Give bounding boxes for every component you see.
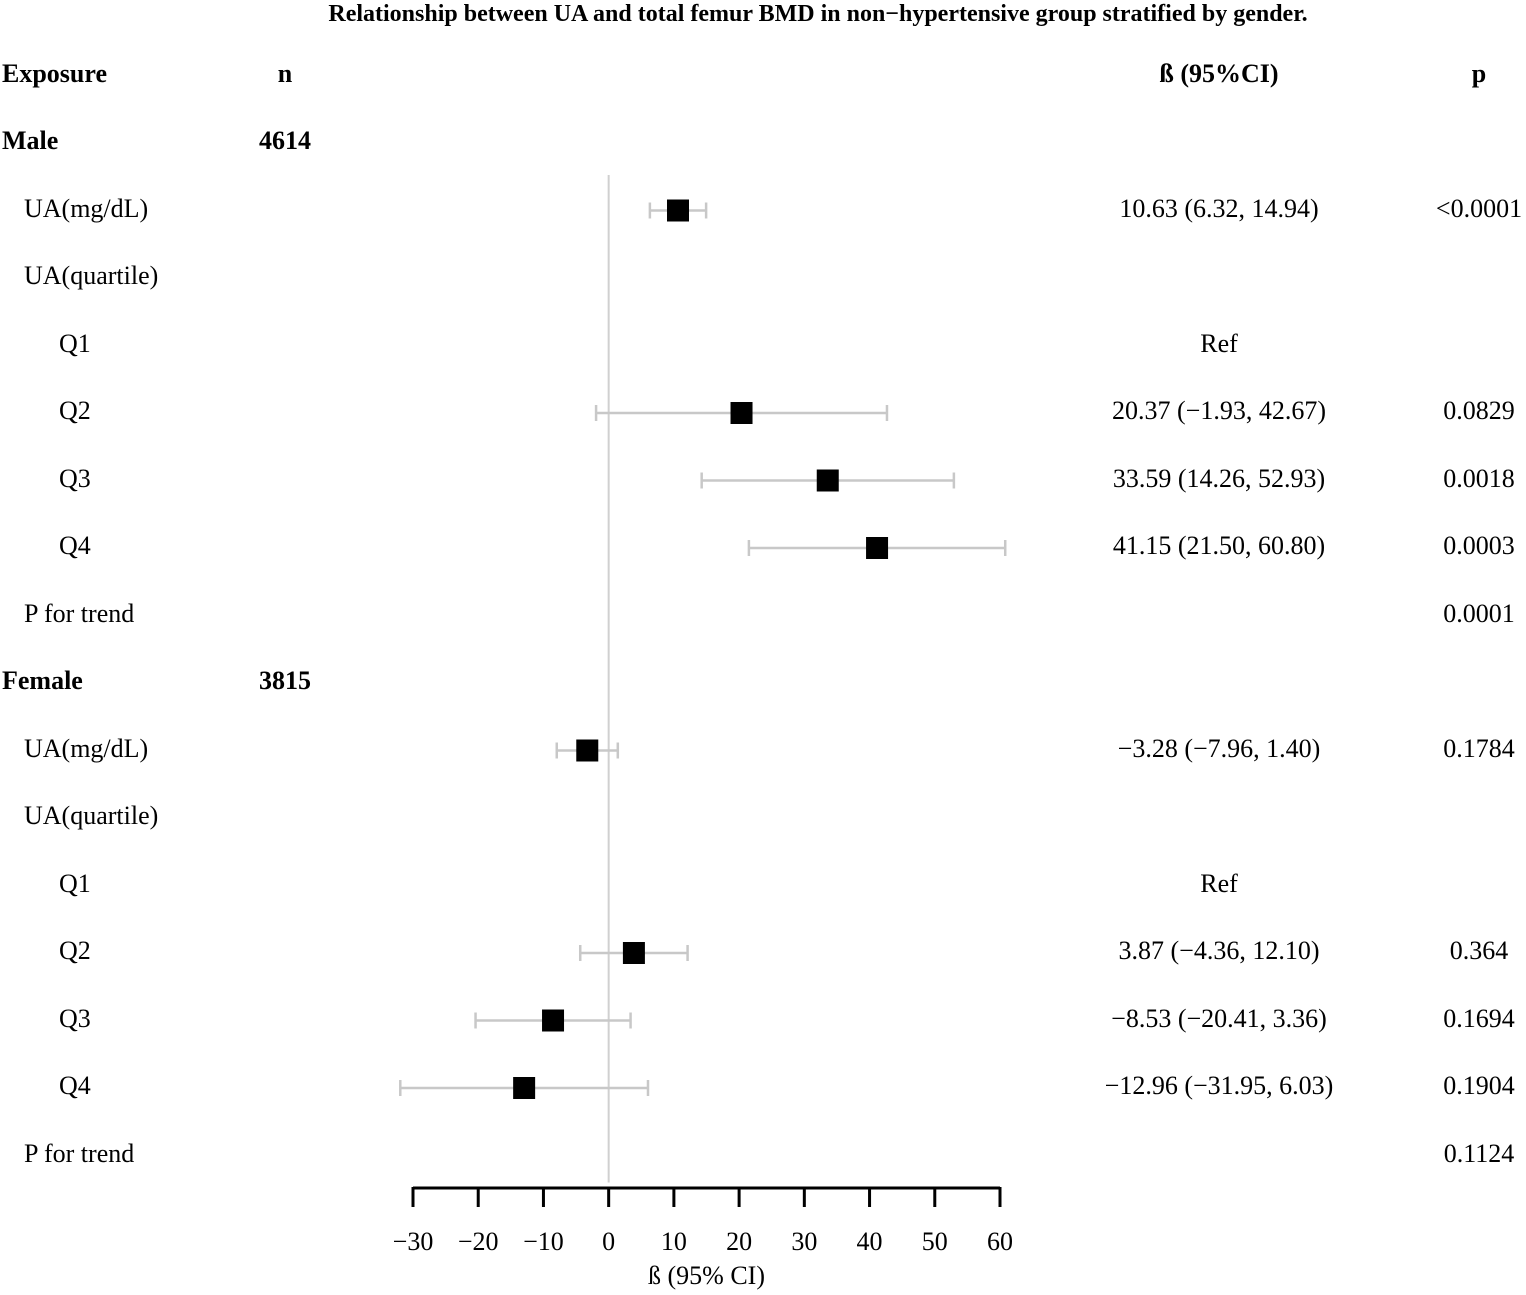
- row-p-value: 0.1904: [1443, 1071, 1515, 1100]
- ci-marker: [578, 942, 689, 964]
- row-label: Q1: [59, 328, 91, 358]
- row-beta-ci: −3.28 (−7.96, 1.40): [1117, 733, 1321, 763]
- row-p-value: 0.1124: [1443, 1138, 1515, 1168]
- row-p-value: 0.1694: [1443, 1003, 1515, 1033]
- point-estimate: [576, 739, 599, 762]
- row-label: Q3: [59, 463, 91, 493]
- row-label: Q3: [59, 1003, 91, 1033]
- x-tick-label: 10: [661, 1227, 687, 1256]
- header-exposure: Exposure: [2, 59, 107, 88]
- row-beta-ci: 33.59 (14.26, 52.93): [1112, 463, 1326, 493]
- ci-marker: [700, 469, 956, 492]
- row-beta-ci: 20.37 (−1.93, 42.67): [1112, 396, 1326, 425]
- row-beta-ci: 3.87 (−4.36, 12.10): [1118, 936, 1320, 965]
- row-label: UA(quartile): [24, 261, 159, 290]
- ci-marker: [648, 199, 708, 222]
- x-tick-label: 0: [602, 1227, 615, 1256]
- point-estimate: [513, 1077, 536, 1099]
- row-label: Male: [2, 126, 59, 155]
- row-label: Q2: [59, 396, 91, 425]
- row-beta-ci: 41.15 (21.50, 60.80): [1112, 531, 1326, 560]
- ci-marker: [555, 739, 620, 762]
- row-n: 4614: [259, 126, 311, 155]
- row-label: UA(mg/dL): [24, 733, 149, 763]
- row-p-value: 0.0001: [1443, 598, 1515, 628]
- point-estimate: [816, 469, 839, 492]
- row-beta-ci: Ref: [1200, 328, 1238, 358]
- row-label: P for trend: [24, 598, 135, 628]
- x-tick-label: 50: [922, 1227, 948, 1256]
- x-tick-label: −30: [393, 1227, 434, 1256]
- point-estimate: [622, 942, 645, 964]
- point-estimate: [866, 537, 889, 559]
- row-p-value: 0.0018: [1443, 463, 1515, 493]
- header-n: n: [277, 59, 293, 88]
- x-tick-label: −20: [458, 1227, 499, 1256]
- row-n: 3815: [259, 666, 311, 695]
- header-p: p: [1471, 59, 1487, 88]
- point-estimate: [730, 402, 753, 424]
- header-beta-ci: ß (95%CI): [1159, 59, 1279, 88]
- row-beta-ci: 10.63 (6.32, 14.94): [1119, 193, 1319, 223]
- row-p-value: 0.364: [1449, 936, 1509, 965]
- row-p-value: 0.0829: [1443, 396, 1515, 425]
- x-axis-label: ß (95% CI): [648, 1261, 765, 1290]
- ci-marker: [594, 402, 889, 424]
- row-label: UA(quartile): [24, 801, 159, 830]
- row-label: Q2: [59, 936, 91, 965]
- row-label: P for trend: [24, 1138, 135, 1168]
- row-p-value: 0.0003: [1443, 531, 1515, 560]
- x-tick-label: 60: [987, 1227, 1013, 1256]
- row-beta-ci: Ref: [1200, 868, 1238, 898]
- chart-title: Relationship between UA and total femur …: [328, 1, 1308, 27]
- x-tick-label: 40: [857, 1227, 883, 1256]
- ci-marker: [474, 1009, 632, 1032]
- x-tick-label: −10: [523, 1227, 564, 1256]
- x-tick-label: 30: [791, 1227, 817, 1256]
- row-p-value: <0.0001: [1435, 193, 1523, 223]
- row-beta-ci: −12.96 (−31.95, 6.03): [1104, 1071, 1334, 1100]
- row-label: UA(mg/dL): [24, 193, 149, 223]
- ci-marker: [747, 537, 1007, 559]
- row-beta-ci: −8.53 (−20.41, 3.36): [1111, 1003, 1327, 1033]
- point-estimate: [666, 199, 689, 222]
- row-label: Female: [2, 666, 83, 695]
- point-estimate: [542, 1009, 565, 1032]
- row-label: Q1: [59, 868, 91, 898]
- x-tick-label: 20: [726, 1227, 752, 1256]
- row-p-value: 0.1784: [1443, 733, 1515, 763]
- row-label: Q4: [59, 1071, 91, 1100]
- ci-marker: [399, 1077, 650, 1099]
- row-label: Q4: [59, 531, 91, 560]
